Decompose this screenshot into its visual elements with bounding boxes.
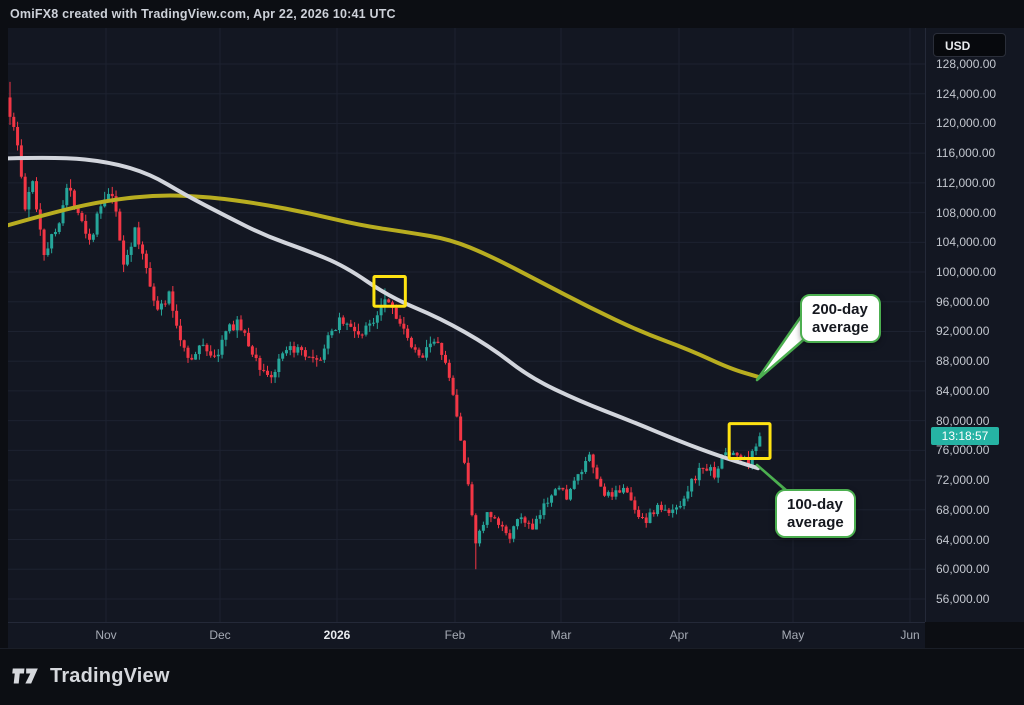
highlight-box[interactable] xyxy=(372,274,407,308)
tradingview-wordmark: TradingView xyxy=(50,664,170,687)
countdown-badge: 13:18:57 xyxy=(931,427,999,446)
time-axis[interactable]: Nov Dec 2026 Feb Mar Apr May Jun xyxy=(8,622,925,649)
time-axis-label: Nov xyxy=(95,628,117,642)
ma-100-line[interactable] xyxy=(8,155,760,471)
ma200-callout[interactable]: 200-day average xyxy=(800,294,881,344)
bottom-bar: TradingView xyxy=(0,648,1024,705)
time-axis-label: May xyxy=(781,628,805,642)
time-axis-label: Dec xyxy=(209,628,231,642)
price-tick-label: 120,000.00 xyxy=(936,116,997,131)
price-tick-label: 72,000.00 xyxy=(936,473,990,488)
time-axis-label: Jun xyxy=(900,628,920,642)
tradingview-logo[interactable]: TradingView xyxy=(12,663,170,689)
price-tick-label: 112,000.00 xyxy=(936,175,996,190)
price-axis[interactable]: USD 13:18:57 128,000.00 124,000.00 120,000… xyxy=(925,28,1024,622)
price-tick-label: 88,000.00 xyxy=(936,354,990,369)
price-tick-label: 124,000.00 xyxy=(936,86,997,101)
highlight-box[interactable] xyxy=(727,422,772,461)
tradingview-logo-icon xyxy=(12,668,38,684)
price-chart-svg[interactable] xyxy=(8,28,925,622)
price-tick-label: 76,000.00 xyxy=(936,443,990,458)
price-tick-label: 104,000.00 xyxy=(936,235,997,250)
time-axis-label: Mar xyxy=(550,628,572,642)
chart-pane[interactable]: 200-day average 100-day average xyxy=(8,28,925,622)
header-bar: OmiFX8 created with TradingView.com, Apr… xyxy=(0,0,1024,28)
price-tick-label: 60,000.00 xyxy=(936,562,990,577)
price-tick-label: 96,000.00 xyxy=(936,294,990,309)
grid-lines xyxy=(8,28,925,622)
price-tick-label: 56,000.00 xyxy=(936,591,990,606)
time-axis-label: Feb xyxy=(444,628,466,642)
price-tick-label: 80,000.00 xyxy=(936,413,990,428)
time-axis-label: Apr xyxy=(669,628,689,642)
candlestick-series[interactable] xyxy=(8,81,762,570)
price-tick-label: 84,000.00 xyxy=(936,383,990,398)
price-tick-label: 68,000.00 xyxy=(936,502,990,517)
price-tick-label: 92,000.00 xyxy=(936,324,990,339)
price-tick-label: 64,000.00 xyxy=(936,532,990,547)
price-tick-label: 100,000.00 xyxy=(936,265,997,280)
watermark-attribution-title: OmiFX8 created with TradingView.com, Apr… xyxy=(10,7,396,21)
time-axis-label: 2026 xyxy=(323,628,351,642)
ma100-callout[interactable]: 100-day average xyxy=(775,489,856,539)
price-tick-label: 108,000.00 xyxy=(936,205,997,220)
price-tick-label: 128,000.00 xyxy=(936,57,997,71)
currency-button[interactable]: USD xyxy=(933,33,1006,57)
ma-200-line[interactable] xyxy=(8,193,760,379)
price-tick-label: 116,000.00 xyxy=(936,146,996,161)
